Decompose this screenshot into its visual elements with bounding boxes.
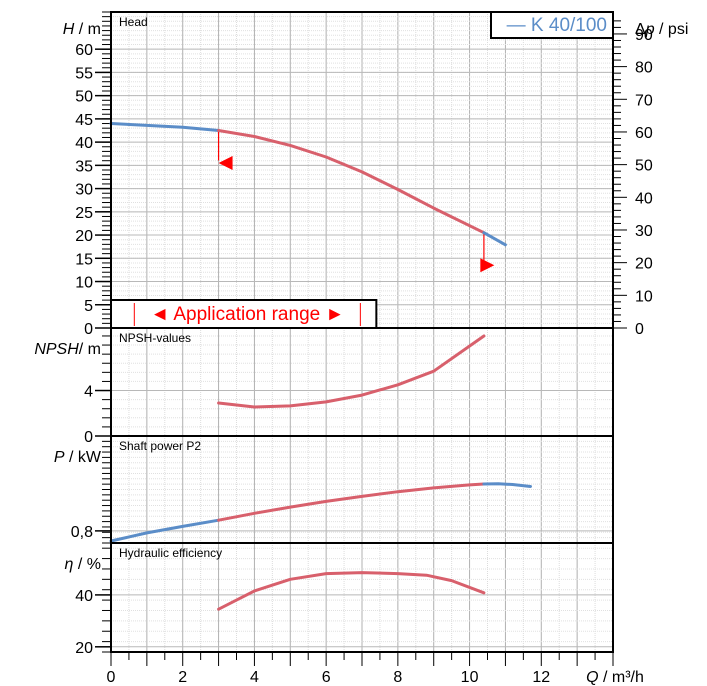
y2-axis-var: p [645, 21, 655, 38]
panel-title: Head [119, 15, 148, 29]
y-tick-label: 20 [75, 228, 93, 245]
panel-npsh: 0 4 NPSH/ m NPSH-values [34, 328, 613, 446]
y2-tick-label: 60 [635, 125, 653, 142]
y-tick-label: 0,8 [71, 524, 93, 541]
y2-tick-label: 0 [635, 321, 644, 338]
y-axis-var: η [65, 556, 74, 573]
y-tick-label: 30 [75, 182, 93, 199]
y2-tick-label: 40 [635, 190, 653, 207]
x-axis-var: Q [586, 669, 598, 686]
y-axis-label: NPSH/ m [34, 341, 101, 358]
y-tick-label: 20 [75, 640, 93, 657]
y-tick-label: 55 [75, 65, 93, 82]
y-tick-label: 35 [75, 158, 93, 175]
curve-head-operating [219, 131, 484, 233]
x-tick-label: 6 [322, 669, 331, 686]
panel-title: NPSH-values [119, 331, 191, 345]
y-tick-label: 10 [75, 275, 93, 292]
y-axis-label: H / m [63, 21, 101, 38]
y-axis-var: NPSH [34, 341, 79, 358]
x-tick-label: 10 [461, 669, 479, 686]
y-tick-label: 50 [75, 89, 93, 106]
y-tick-label: 25 [75, 205, 93, 222]
x-axis: 0 2 4 6 8 10 12 Q / m³/h [107, 652, 644, 686]
panel-power: 0,8 P / kW Shaft power P2 [54, 436, 613, 543]
y-tick-label: 4 [84, 384, 93, 401]
y-tick-label: 0 [84, 321, 93, 338]
curve-efficiency-operating [219, 573, 484, 610]
panel-title: Shaft power P2 [119, 439, 201, 453]
y-tick-label: 45 [75, 112, 93, 129]
y-tick-label: 15 [75, 251, 93, 268]
y-tick-label: 0 [84, 429, 93, 446]
y2-tick-label: 50 [635, 158, 653, 175]
y-axis-unit: / m [74, 21, 101, 38]
y2-tick-label: 20 [635, 256, 653, 273]
x-axis-unit: / m³/h [599, 669, 644, 686]
y2-tick-label: 70 [635, 92, 653, 109]
y2-tick-label: 30 [635, 223, 653, 240]
y-axis-var: P [54, 449, 65, 466]
range-marker-left [219, 156, 233, 170]
y-tick-label: 40 [75, 588, 93, 605]
y2-axis-label: Δp / psi [635, 21, 688, 38]
y-tick-label: 60 [75, 42, 93, 59]
x-tick-label: 8 [393, 669, 402, 686]
y-axis-label: η / % [65, 556, 101, 573]
y2-axis-prefix: Δ [635, 21, 646, 38]
application-range-label: ◄ Application range ► [150, 304, 344, 325]
x-tick-label: 2 [178, 669, 187, 686]
y-axis-var: H [63, 21, 75, 38]
y-axis-unit: / kW [65, 449, 102, 466]
y2-axis-unit: / psi [655, 21, 689, 38]
y-axis-unit: / m [79, 341, 101, 358]
y2-tick-label: 10 [635, 288, 653, 305]
y-tick-label: 40 [75, 135, 93, 152]
y2-tick-label: 80 [635, 60, 653, 77]
x-tick-label: 12 [532, 669, 550, 686]
curve-npsh-operating [219, 336, 484, 407]
x-axis-label: Q / m³/h [586, 669, 644, 686]
x-tick-label: 4 [250, 669, 259, 686]
y-axis-label: P / kW [54, 449, 102, 466]
legend-entry: — K 40/100 [507, 15, 607, 36]
y-axis-unit: / % [73, 556, 101, 573]
panel-title: Hydraulic efficiency [119, 546, 222, 560]
x-tick-label: 0 [107, 669, 116, 686]
y-tick-label: 5 [84, 298, 93, 315]
